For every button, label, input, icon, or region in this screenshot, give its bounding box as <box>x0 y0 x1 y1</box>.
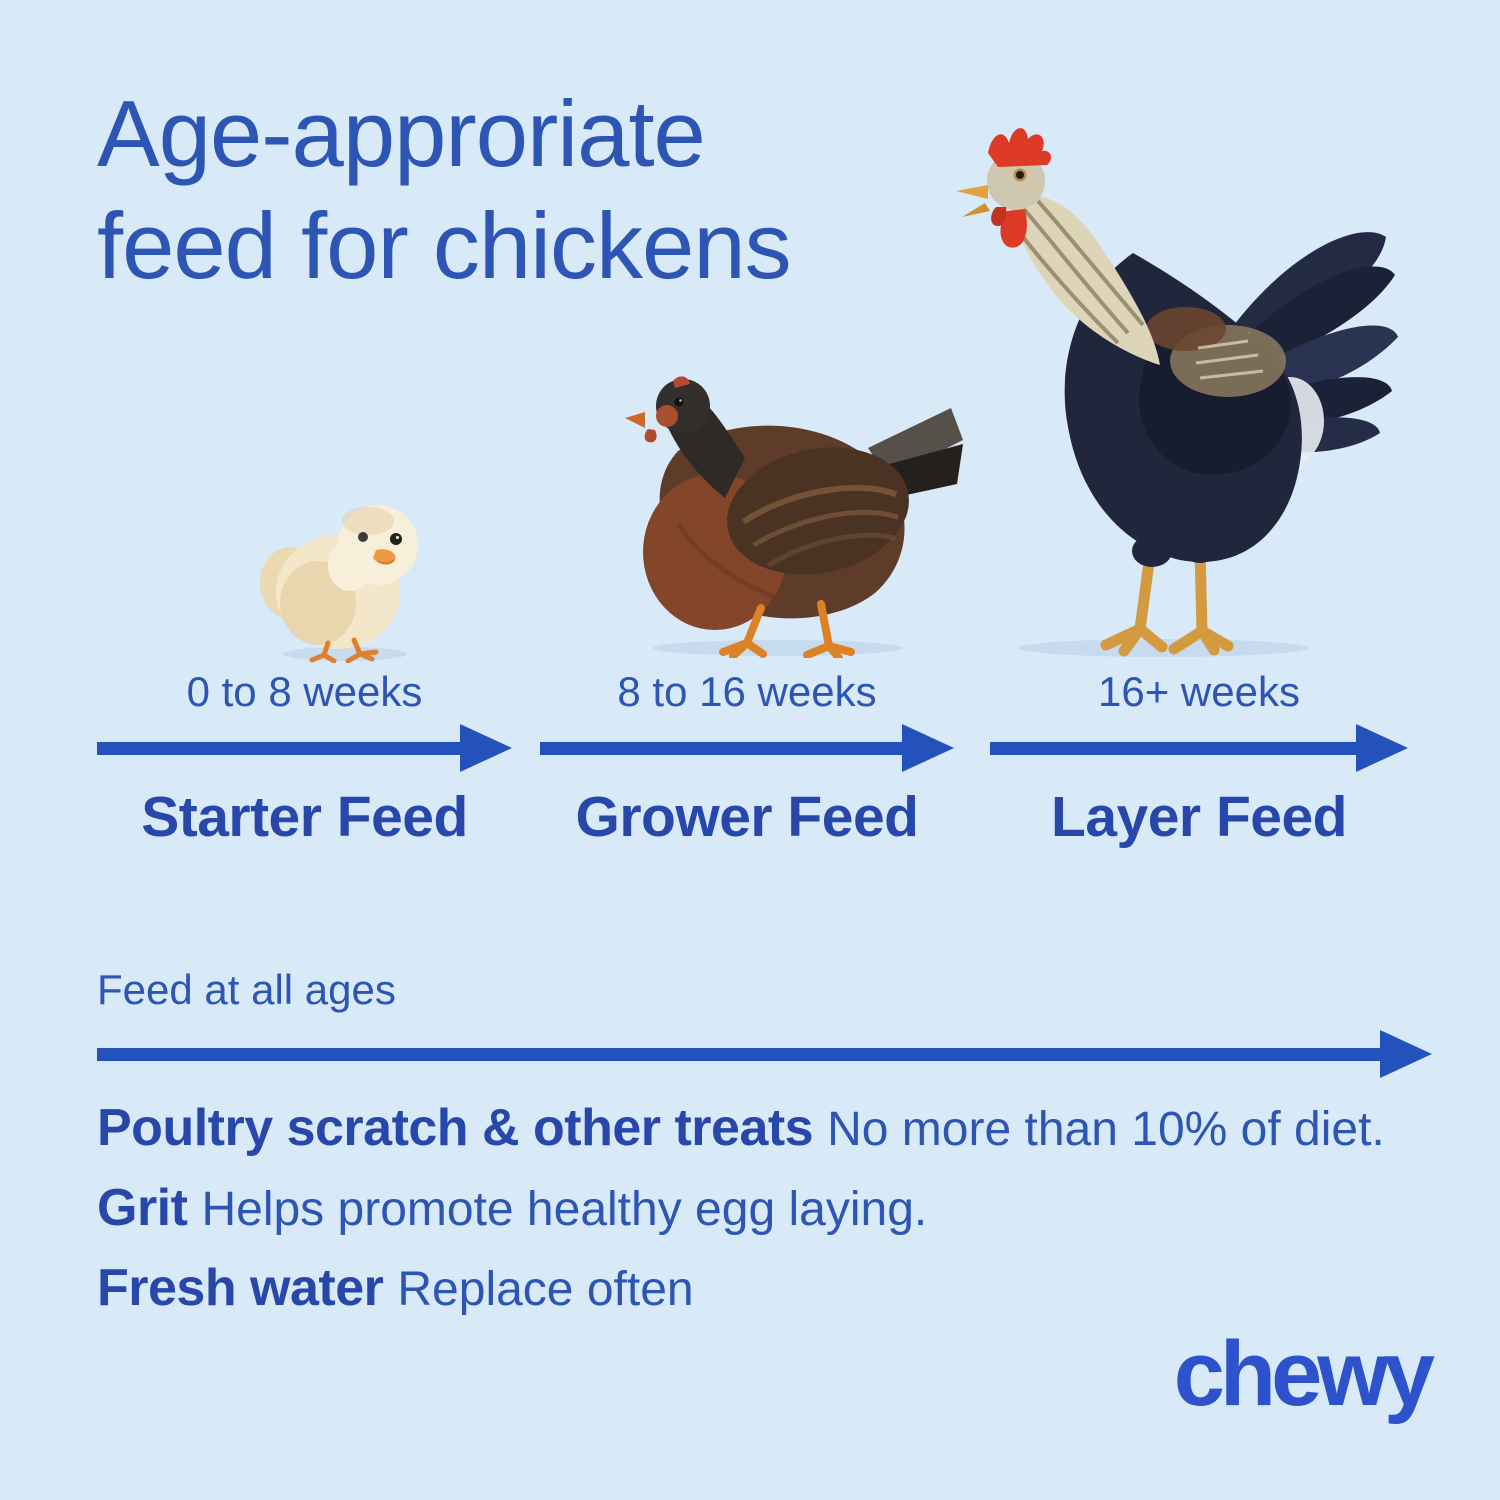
note-fresh-water: Fresh water Replace often <box>97 1258 694 1318</box>
stage-age-label: 16+ weeks <box>1098 668 1300 715</box>
chick-image <box>250 495 440 663</box>
note-poultry-scratch: Poultry scratch & other treats No more th… <box>97 1098 1385 1158</box>
stage-age-label: 8 to 16 weeks <box>617 668 877 715</box>
arrow-head <box>1356 724 1408 772</box>
young-chicken-image <box>583 356 968 658</box>
note-bold-text: Poultry scratch & other treats <box>97 1099 814 1157</box>
stage-feed-label: Starter Feed <box>141 785 468 849</box>
rooster-image <box>928 103 1413 661</box>
stage-feed-label: Grower Feed <box>575 785 919 849</box>
stage-age-label: 0 to 8 weeks <box>186 668 423 715</box>
right-arrow-icon <box>540 724 954 772</box>
right-arrow-icon <box>990 724 1408 772</box>
note-detail-text: Replace often <box>397 1263 694 1316</box>
chick-illustration <box>260 505 418 663</box>
stage-feed-label: Layer Feed <box>1051 785 1347 849</box>
stage-grower: 8 to 16 weeks Grower Feed <box>540 668 954 848</box>
all-ages-arrow-icon <box>97 1030 1432 1078</box>
arrow-bar <box>990 741 1358 755</box>
arrow-bar <box>97 1047 1382 1061</box>
right-arrow-icon <box>97 724 512 772</box>
page-title: Age-approriate feed for chickens <box>97 78 792 302</box>
arrow-head <box>460 724 512 772</box>
arrow-head <box>902 724 954 772</box>
arrow-bar <box>97 741 462 755</box>
note-detail-text: Helps promote healthy egg laying. <box>201 1183 928 1236</box>
chewy-logo: chewy <box>1173 1323 1435 1425</box>
young-chicken-illustration <box>625 376 963 658</box>
page-title-line1: Age-approriate <box>97 81 706 186</box>
stage-layer: 16+ weeks Layer Feed <box>990 668 1408 848</box>
all-ages-label: Feed at all ages <box>97 966 396 1013</box>
arrow-head <box>1380 1030 1432 1078</box>
arrow-bar <box>540 741 904 755</box>
stage-starter: 0 to 8 weeks Starter Feed <box>97 668 512 848</box>
note-bold-text: Grit <box>97 1179 188 1237</box>
page-title-line2: feed for chickens <box>97 193 792 298</box>
note-detail-text: No more than 10% of diet. <box>827 1103 1385 1156</box>
note-grit: Grit Helps promote healthy egg laying. <box>97 1178 927 1238</box>
rooster-illustration <box>956 128 1398 657</box>
note-bold-text: Fresh water <box>97 1259 384 1317</box>
